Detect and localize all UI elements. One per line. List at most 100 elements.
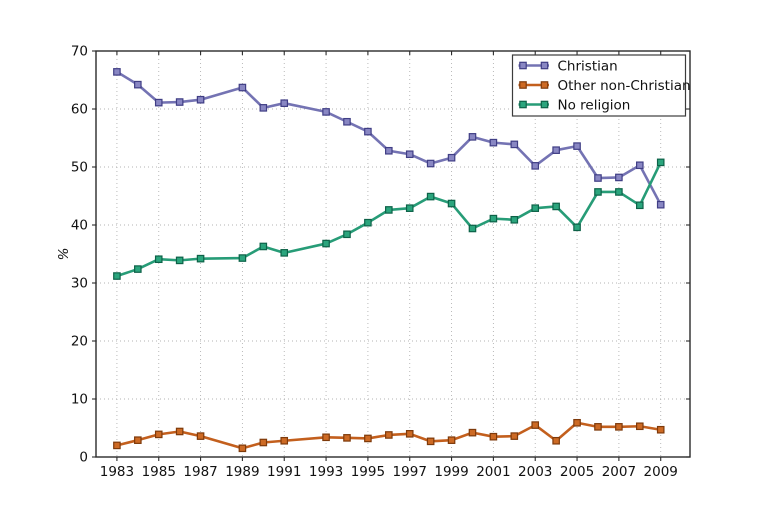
data-point-marker — [175, 256, 184, 265]
data-point-marker — [154, 98, 163, 107]
legend-key-marker — [540, 61, 549, 70]
data-point-marker — [531, 421, 540, 429]
data-point-marker — [510, 432, 519, 440]
y-tick-label: 10 — [71, 392, 88, 408]
data-point-marker — [552, 202, 560, 211]
data-point-marker — [636, 201, 644, 210]
data-point-marker — [280, 99, 289, 108]
data-point-marker — [134, 80, 142, 89]
data-point-marker — [343, 434, 351, 442]
data-point-marker — [615, 423, 623, 431]
data-point-marker — [280, 436, 289, 445]
data-point-marker — [259, 438, 268, 447]
legend-item: Other non-Christian — [518, 78, 691, 94]
data-point-marker — [238, 83, 247, 92]
y-tick-label: 40 — [71, 218, 88, 234]
plot-frame — [95, 50, 691, 458]
data-point-marker — [405, 204, 414, 212]
data-point-marker — [259, 242, 268, 251]
data-point-marker — [489, 214, 498, 223]
data-point-marker — [196, 254, 205, 263]
x-tick-label: 2009 — [644, 464, 678, 480]
y-tick-label: 70 — [71, 44, 88, 60]
data-point-marker — [343, 230, 351, 239]
data-point-marker — [175, 98, 184, 106]
legend-label: No religion — [558, 97, 631, 113]
legend-item: Christian — [518, 58, 618, 74]
x-tick-label: 1993 — [309, 464, 343, 480]
data-point-marker — [531, 204, 540, 212]
data-point-marker — [447, 436, 456, 444]
data-point-marker — [636, 161, 644, 170]
data-point-marker — [154, 255, 163, 264]
data-point-marker — [573, 223, 581, 232]
data-point-marker — [322, 108, 330, 116]
y-tick-label: 30 — [71, 276, 88, 292]
x-tick-label: 1995 — [351, 464, 385, 480]
legend-label: Christian — [558, 58, 618, 74]
series-markers — [113, 418, 665, 453]
data-point-marker — [447, 199, 456, 208]
data-point-marker — [426, 437, 435, 446]
data-point-marker — [489, 432, 498, 441]
x-tick-label: 1999 — [434, 464, 468, 480]
series-christian — [113, 68, 665, 209]
x-tick-label: 2003 — [518, 464, 552, 480]
data-point-marker — [426, 159, 435, 168]
data-point-marker — [594, 188, 602, 196]
y-tick-label: 0 — [79, 450, 88, 466]
data-point-marker — [426, 192, 435, 201]
data-point-marker — [552, 436, 560, 445]
data-point-marker — [385, 146, 393, 155]
x-tick-label: 1983 — [100, 464, 134, 480]
plot-grid — [96, 51, 690, 457]
x-tick-label: 2001 — [476, 464, 510, 480]
data-point-marker — [364, 127, 372, 136]
series-markers — [113, 68, 665, 209]
data-point-marker — [364, 218, 372, 227]
data-point-marker — [175, 427, 184, 436]
data-point-marker — [113, 68, 121, 76]
data-point-marker — [468, 133, 477, 141]
data-point-marker — [510, 140, 519, 149]
data-point-marker — [573, 142, 581, 150]
data-point-marker — [322, 239, 330, 248]
legend-key-marker — [540, 100, 549, 109]
y-tick-label: 50 — [71, 160, 88, 176]
x-tick-label: 1985 — [142, 464, 176, 480]
data-point-marker — [196, 432, 205, 440]
axis-ticks — [92, 50, 690, 461]
x-tick-label: 1987 — [183, 464, 217, 480]
data-point-marker — [405, 150, 414, 159]
data-point-marker — [656, 200, 665, 209]
data-point-marker — [552, 146, 560, 154]
legend-key-marker — [519, 61, 527, 70]
data-point-marker — [134, 265, 142, 273]
x-tick-label: 2007 — [602, 464, 636, 480]
x-tick-label: 1991 — [267, 464, 301, 480]
x-tick-label: 1997 — [393, 464, 427, 480]
data-point-marker — [615, 173, 623, 182]
y-axis-tick-labels: 0 10 20 30 40 50 60 70 — [71, 44, 88, 466]
y-tick-label: 60 — [71, 102, 88, 118]
data-point-marker — [656, 158, 665, 167]
data-point-marker — [385, 206, 393, 214]
data-point-marker — [385, 431, 393, 439]
series-no-religion — [113, 158, 665, 280]
x-tick-label: 1989 — [225, 464, 259, 480]
legend-key-marker — [540, 81, 549, 89]
data-point-marker — [573, 418, 581, 427]
data-point-marker — [468, 428, 477, 437]
legend-key-marker — [519, 100, 527, 109]
series-markers — [113, 158, 665, 280]
data-point-marker — [447, 153, 456, 162]
y-tick-label: 20 — [71, 334, 88, 350]
data-point-marker — [238, 254, 247, 262]
data-point-marker — [196, 95, 205, 104]
data-point-marker — [364, 434, 372, 443]
data-point-marker — [238, 444, 247, 453]
y-axis-label: % — [56, 248, 72, 261]
data-point-marker — [594, 423, 602, 431]
